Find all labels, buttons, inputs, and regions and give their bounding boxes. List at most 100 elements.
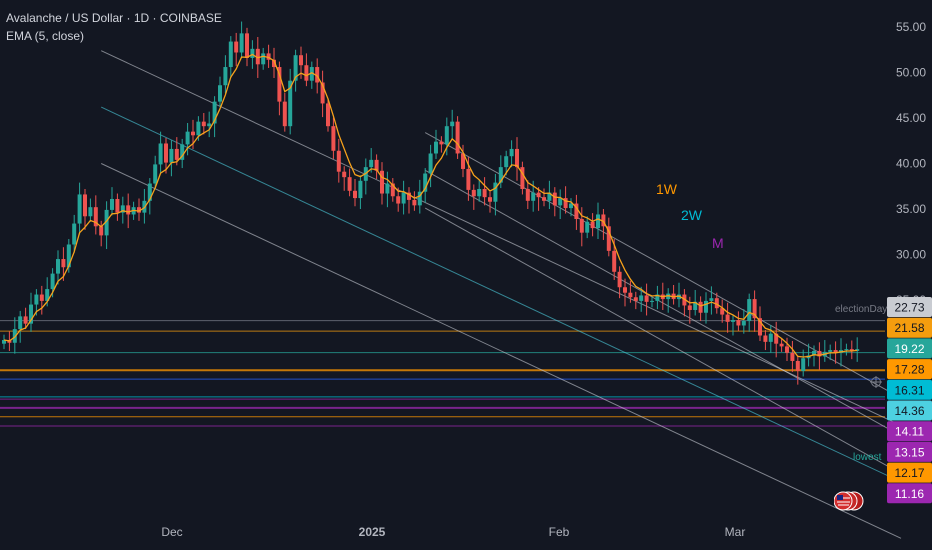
candle-body — [2, 340, 6, 344]
candle-body — [299, 55, 303, 66]
channel-line — [100, 163, 902, 539]
candle-body — [752, 299, 757, 319]
candle-body — [23, 316, 28, 324]
candle-body — [272, 59, 276, 68]
price-badge: 14.36 — [887, 400, 932, 421]
candle-body — [720, 308, 725, 315]
candle-body — [309, 67, 314, 81]
candle-body — [471, 189, 476, 197]
price-badge: 22.73 — [887, 297, 932, 317]
candle-body — [277, 67, 282, 102]
candle-body — [574, 203, 579, 220]
candle-body — [579, 219, 584, 233]
candle-body — [261, 53, 266, 65]
price-badge-label: 11.16 — [895, 487, 924, 501]
candle-body — [18, 316, 23, 330]
candle-body — [191, 131, 195, 136]
candle-body — [590, 221, 595, 229]
label-m: M — [712, 235, 724, 251]
price-badge-label: 21.58 — [894, 321, 924, 335]
channel-line — [100, 106, 902, 483]
y-tick-label: 35.00 — [896, 202, 926, 216]
candle-body — [558, 198, 563, 206]
price-badge: 13.15 — [887, 441, 932, 462]
candle-body — [185, 131, 190, 145]
candle-body — [342, 171, 347, 178]
candle-body — [110, 198, 114, 210]
candle-body — [239, 33, 244, 53]
candle-body — [93, 207, 98, 227]
candle-body — [126, 205, 131, 215]
candlesticks — [2, 21, 860, 385]
candle-body — [736, 320, 741, 326]
candle-body — [450, 121, 455, 127]
candle-body — [542, 197, 546, 201]
candle-body — [417, 191, 422, 206]
x-tick-label: Feb — [549, 525, 570, 539]
candle-body — [428, 153, 433, 174]
candle-body — [504, 156, 509, 168]
candle-body — [250, 48, 255, 58]
price-badge-label: 17.28 — [894, 363, 924, 377]
candle-body — [612, 250, 617, 272]
candle-body — [158, 143, 163, 165]
price-badge-label: 14.11 — [895, 425, 924, 439]
candle-body — [396, 196, 401, 204]
candle-body — [12, 329, 17, 343]
candle-body — [380, 170, 384, 194]
candle-body — [812, 350, 816, 356]
candle-body — [774, 333, 779, 344]
candle-body — [180, 144, 185, 160]
price-badge: 12.17 — [887, 462, 932, 483]
candle-body — [137, 207, 141, 213]
candle-body — [817, 350, 822, 357]
candle-body — [218, 85, 222, 102]
label-election-day: electionDay — [835, 304, 887, 315]
candle-body — [725, 314, 730, 322]
candle-body — [687, 305, 692, 311]
candle-body — [461, 153, 465, 169]
channel-line — [424, 132, 902, 399]
candle-body — [509, 148, 514, 157]
candle-body — [201, 121, 206, 127]
price-badge: 17.28 — [887, 359, 932, 380]
candle-body — [569, 203, 573, 209]
candle-body — [849, 349, 854, 351]
candle-body — [493, 182, 498, 202]
horizontal-lines — [0, 320, 885, 427]
trend-channels — [100, 50, 902, 539]
candle-body — [88, 207, 93, 217]
y-tick-label: 40.00 — [896, 157, 926, 171]
ema-line — [3, 53, 858, 358]
candle-body — [320, 82, 325, 104]
price-badge-label: 22.73 — [894, 301, 924, 315]
candle-body — [563, 198, 568, 209]
candle-body — [34, 294, 39, 305]
candle-body — [731, 320, 735, 322]
candle-body — [531, 192, 536, 201]
candle-body — [439, 141, 444, 145]
price-badge-label: 13.15 — [894, 445, 924, 459]
candle-body — [358, 180, 363, 199]
flag-icon[interactable] — [834, 486, 864, 516]
candle-body — [466, 168, 471, 190]
candle-body — [828, 350, 833, 352]
candle-body — [401, 192, 406, 204]
candle-body — [288, 80, 293, 127]
y-tick-label: 30.00 — [896, 248, 926, 262]
candle-body — [444, 126, 449, 145]
candle-body — [255, 48, 260, 65]
candle-body — [596, 214, 600, 229]
indicator-label[interactable]: EMA (5, close) — [6, 29, 85, 43]
candle-body — [650, 300, 654, 302]
candle-body — [293, 55, 298, 81]
candle-body — [644, 295, 649, 302]
candle-body — [655, 294, 660, 301]
x-tick-label: Mar — [725, 525, 746, 539]
candle-body — [552, 192, 557, 206]
candle-body — [104, 209, 109, 236]
candle-body — [147, 183, 152, 201]
crosshair-target-icon[interactable] — [870, 376, 882, 388]
